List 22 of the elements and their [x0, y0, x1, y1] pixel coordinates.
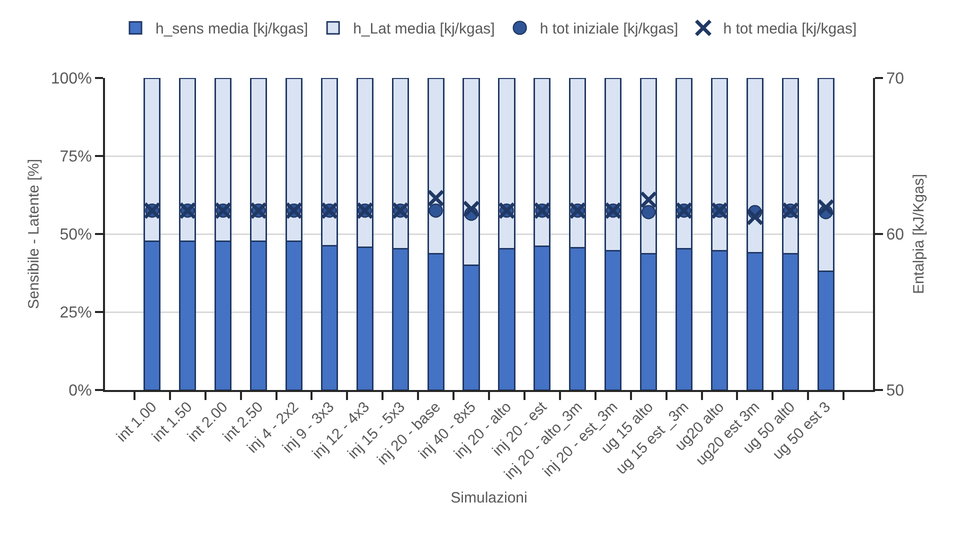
y-tick-label: 50% [60, 226, 92, 244]
y-tick-label: 25% [60, 304, 92, 322]
x-axis-title: Simulazioni [450, 490, 528, 507]
y-tick-label: 0% [68, 382, 92, 400]
y-tick-label: 75% [60, 148, 92, 166]
point [817, 198, 835, 216]
point [428, 204, 443, 218]
point [640, 190, 658, 208]
point [746, 208, 764, 226]
point [462, 200, 480, 218]
legend-label: h_sens media [kj/kgas] [156, 20, 308, 38]
legend-label: h tot iniziale [kj/kgas] [540, 20, 678, 38]
y2-axis-title: Entalpia [kJ/Kgas] [910, 174, 928, 294]
point [427, 189, 445, 207]
y-axis-title: Sensibile - Latente [%] [26, 158, 43, 310]
y2-tick-label: 70 [886, 70, 904, 88]
y2-tick-label: 50 [886, 382, 904, 400]
point [641, 205, 656, 220]
legend-label: h_Lat media [kj/kgas] [353, 20, 495, 38]
legend-label: h tot media [kj/kgas] [723, 20, 857, 38]
y2-tick-label: 60 [886, 226, 904, 244]
y-tick-label: 100% [50, 70, 92, 88]
